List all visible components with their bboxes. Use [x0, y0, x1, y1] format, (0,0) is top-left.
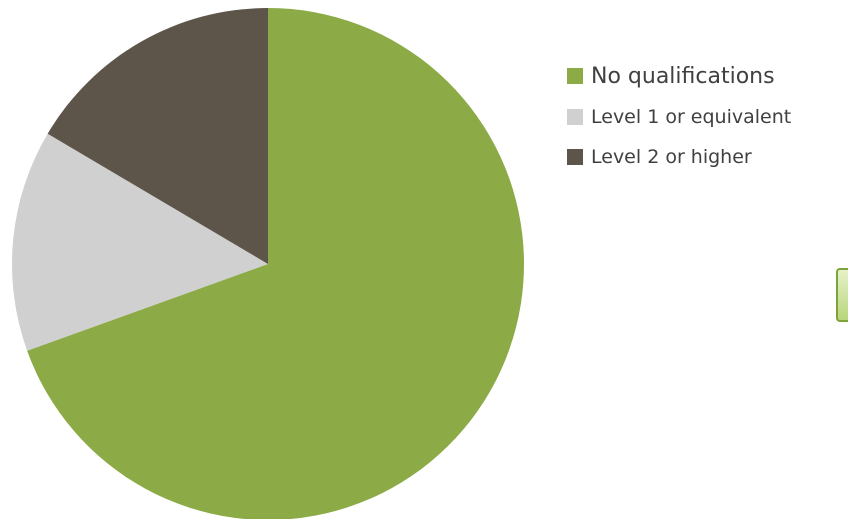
legend-label-level-2-or-higher: Level 2 or higher: [591, 146, 752, 168]
legend-swatch-no-qualifications: [567, 68, 583, 84]
pie-slice-level-2-or-higher: [47, 8, 269, 264]
chart-legend: No qualifications Level 1 or equivalent …: [567, 57, 848, 179]
pie-chart: [11, 8, 524, 521]
legend-item-level-1-or-equivalent: Level 1 or equivalent: [567, 99, 848, 135]
legend-label-no-qualifications: No qualifications: [591, 63, 775, 89]
legend-label-level-1-or-equivalent: Level 1 or equivalent: [591, 106, 792, 128]
legend-item-no-qualifications: No qualifications: [567, 57, 848, 95]
pie-slice-level-1-or-equivalent: [11, 133, 269, 351]
pie-slice-no-qualifications: [27, 8, 524, 521]
partial-green-button[interactable]: [836, 268, 848, 322]
legend-swatch-level-2-or-higher: [567, 149, 583, 165]
pie-svg: [11, 8, 524, 521]
legend-item-level-2-or-higher: Level 2 or higher: [567, 139, 848, 175]
legend-swatch-level-1-or-equivalent: [567, 109, 583, 125]
